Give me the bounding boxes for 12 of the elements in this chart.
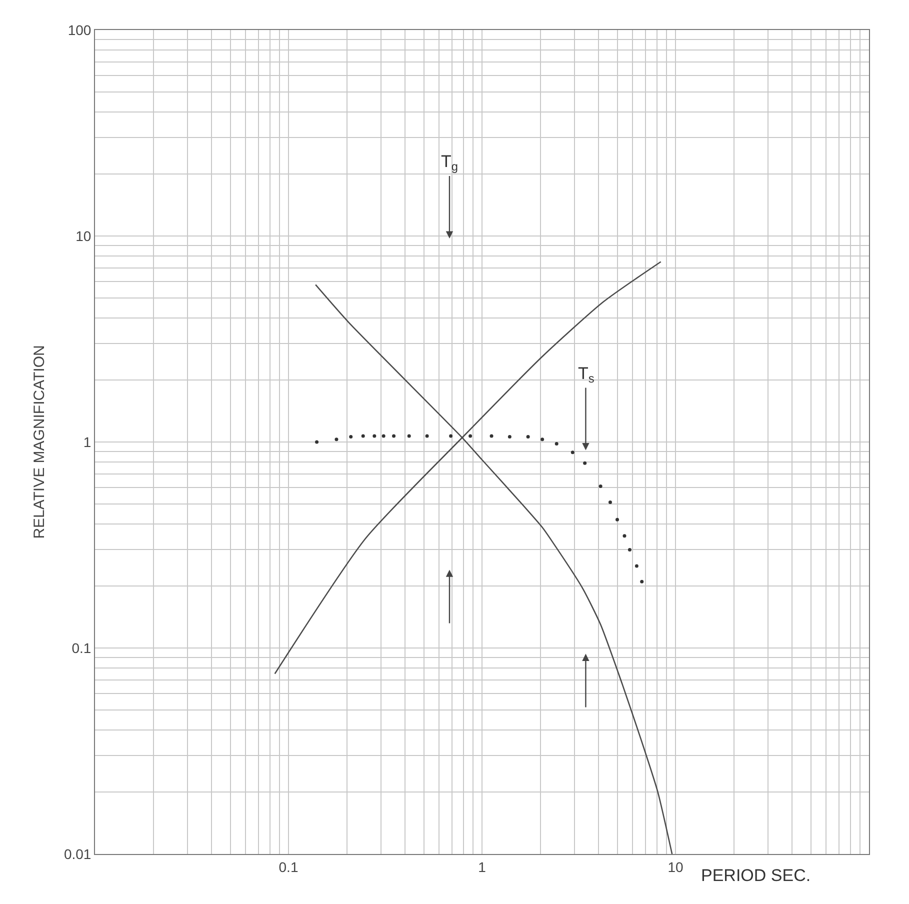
annotation: T$_{s}$	[578, 364, 594, 386]
y-tick-label: 100	[68, 22, 92, 38]
annotation: T$_{g}$	[441, 152, 458, 174]
x-tick-label: 10	[668, 858, 684, 875]
x-axis-title: PERIOD SEC.	[701, 866, 811, 885]
y-tick-label: 10	[76, 228, 92, 244]
x-tick-label: 0.1	[278, 858, 298, 875]
y-tick-label: 0.1	[72, 640, 92, 656]
y-axis-title: RELATIVE MAGNIFICATION	[31, 345, 48, 539]
y-tick-label: 1	[83, 434, 92, 450]
x-tick-label: 1	[478, 858, 486, 875]
y-tick-label: 0.01	[64, 846, 92, 862]
